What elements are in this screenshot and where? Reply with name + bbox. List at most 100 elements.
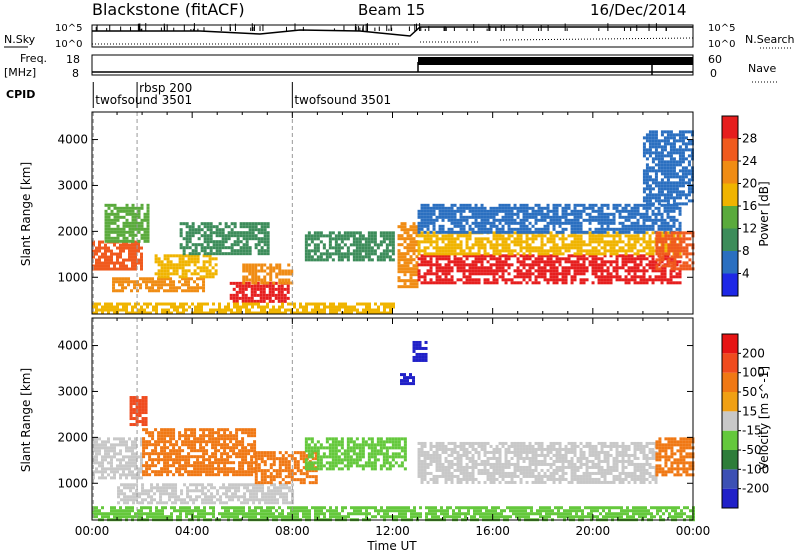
data-cell xyxy=(215,246,219,250)
data-cell xyxy=(579,257,583,261)
data-cell xyxy=(642,224,646,228)
data-cell xyxy=(555,209,559,213)
data-cell xyxy=(465,263,469,267)
data-cell xyxy=(263,237,267,241)
data-cell xyxy=(570,240,574,244)
data-cell xyxy=(235,293,239,297)
data-cell xyxy=(672,181,676,185)
data-cell xyxy=(606,275,610,279)
data-cell xyxy=(243,501,247,505)
data-cell xyxy=(426,221,430,225)
data-cell xyxy=(107,246,110,250)
data-cell xyxy=(687,190,691,194)
data-cell xyxy=(140,206,144,210)
data-cell xyxy=(223,473,227,477)
data-cell xyxy=(151,289,155,293)
data-cell xyxy=(160,286,164,290)
data-cell xyxy=(666,139,670,143)
data-cell xyxy=(98,246,101,250)
data-cell xyxy=(334,249,338,253)
data-cell xyxy=(214,455,218,459)
data-cell xyxy=(119,464,122,468)
data-cell xyxy=(266,222,270,226)
data-cell xyxy=(278,263,282,267)
data-cell xyxy=(561,209,565,213)
data-cell xyxy=(660,163,664,167)
data-cell xyxy=(471,260,475,264)
data-cell xyxy=(654,193,658,197)
data-cell xyxy=(213,501,217,505)
data-cell xyxy=(382,237,386,241)
data-cell xyxy=(423,257,427,261)
data-cell xyxy=(474,212,478,216)
data-cell xyxy=(178,260,182,264)
data-cell xyxy=(423,221,427,225)
data-cell xyxy=(276,489,280,493)
data-cell xyxy=(244,458,248,462)
data-cell xyxy=(304,258,308,262)
data-cell xyxy=(676,231,680,235)
data-cell xyxy=(212,246,216,250)
data-cell xyxy=(235,443,239,447)
data-cell xyxy=(534,221,538,225)
data-cell xyxy=(612,203,616,207)
data-cell xyxy=(420,234,424,238)
data-cell xyxy=(420,231,424,235)
data-cell xyxy=(412,222,416,226)
data-cell xyxy=(259,284,263,288)
data-cell xyxy=(681,154,685,158)
data-cell xyxy=(642,148,646,152)
data-cell xyxy=(349,231,353,235)
data-cell xyxy=(171,495,175,499)
data-cell xyxy=(417,230,421,234)
data-cell xyxy=(132,495,136,499)
data-cell xyxy=(654,269,658,273)
data-cell xyxy=(212,240,216,244)
data-cell xyxy=(98,240,101,244)
nave-bar xyxy=(418,57,693,65)
data-cell xyxy=(606,231,610,235)
data-cell xyxy=(483,230,487,234)
data-cell xyxy=(101,467,104,471)
data-cell xyxy=(450,249,454,253)
data-cell xyxy=(645,193,649,197)
data-cell xyxy=(107,239,111,243)
data-cell xyxy=(206,252,210,256)
data-cell xyxy=(456,278,460,282)
data-cell xyxy=(682,252,686,256)
data-cell xyxy=(230,249,234,253)
data-cell xyxy=(169,254,173,258)
data-cell xyxy=(669,196,673,200)
data-cell xyxy=(218,222,222,226)
data-cell xyxy=(519,218,523,222)
data-cell xyxy=(657,224,661,228)
data-cell xyxy=(370,234,374,238)
data-cell xyxy=(163,437,167,441)
data-cell xyxy=(483,209,487,213)
data-cell xyxy=(507,263,511,267)
data-cell xyxy=(193,289,197,293)
data-cell xyxy=(144,411,148,415)
data-cell xyxy=(150,495,154,499)
data-cell xyxy=(468,278,472,282)
data-cell xyxy=(273,486,277,490)
data-cell xyxy=(221,246,225,250)
data-cell xyxy=(406,285,410,289)
data-cell xyxy=(501,243,505,247)
data-cell xyxy=(679,243,683,247)
data-cell xyxy=(412,273,416,277)
data-cell xyxy=(110,221,114,225)
data-cell xyxy=(219,501,223,505)
data-cell xyxy=(447,209,451,213)
data-cell xyxy=(624,234,628,238)
data-cell xyxy=(239,308,242,312)
data-cell xyxy=(206,228,210,232)
data-cell xyxy=(612,269,616,273)
data-cell xyxy=(501,260,505,264)
data-cell xyxy=(480,254,484,258)
data-cell xyxy=(134,446,137,450)
data-cell xyxy=(202,467,206,471)
data-cell xyxy=(183,501,187,505)
data-cell xyxy=(142,449,146,453)
data-cell xyxy=(474,257,478,261)
